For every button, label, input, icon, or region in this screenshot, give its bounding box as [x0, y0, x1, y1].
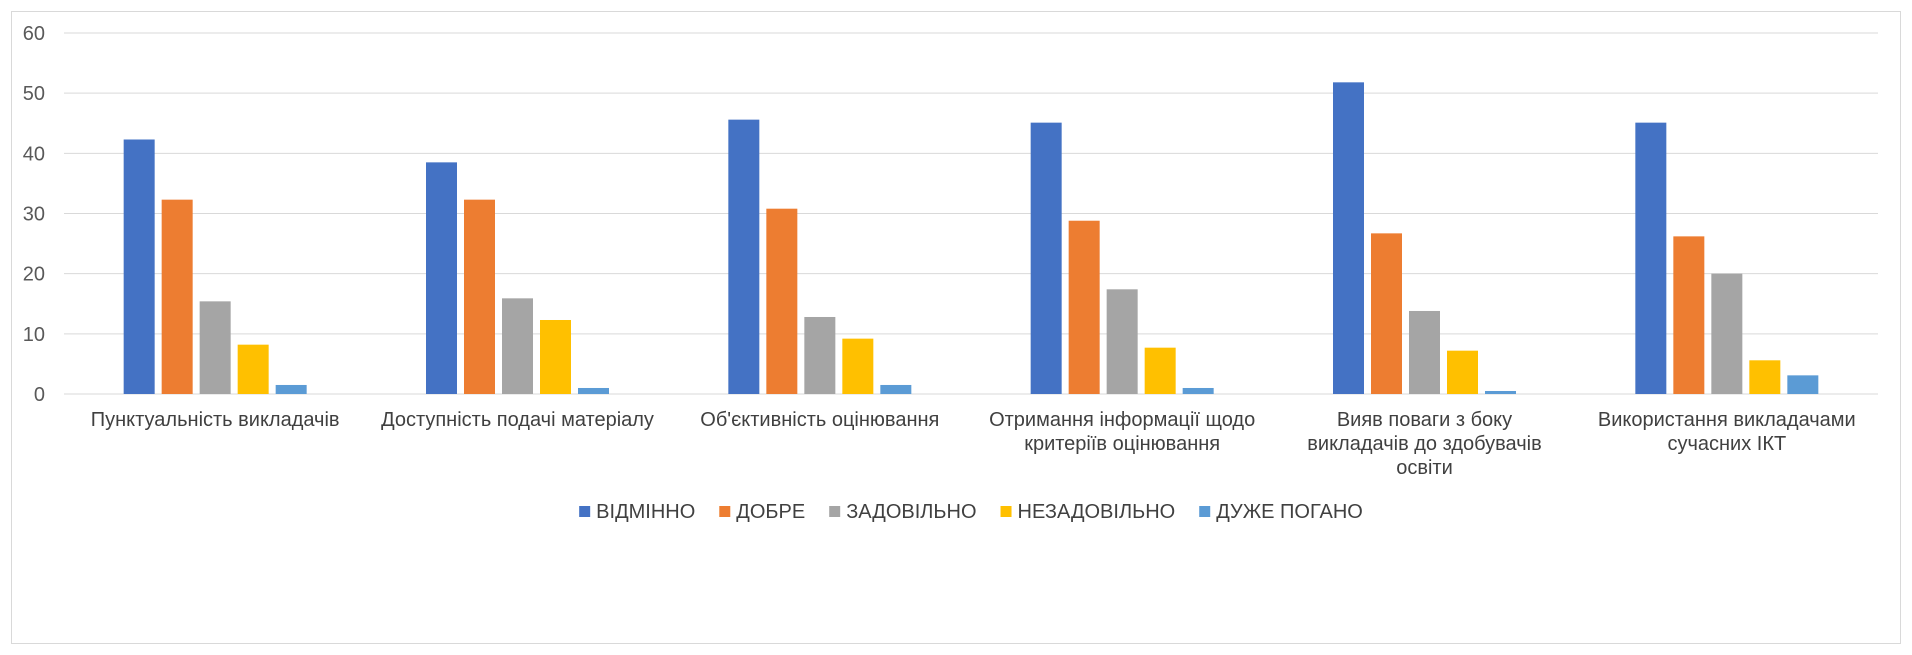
x-tick-label: викладачів до здобувачів — [1307, 433, 1541, 455]
bar — [1030, 122, 1062, 395]
bar — [1749, 360, 1781, 394]
bar — [1106, 289, 1138, 394]
x-tick-label: Доступність подачі матеріалу — [381, 409, 654, 431]
y-tick-label: 10 — [23, 324, 45, 346]
bar — [1371, 233, 1402, 394]
y-tick-label: 0 — [34, 384, 45, 406]
legend-label: ВІДМІННО — [596, 501, 695, 523]
bar — [1409, 310, 1440, 394]
legend: ВІДМІННО ДОБРЕ ЗАДОВІЛЬНО НЕЗАДОВІЛЬНО ДУЖЕ … — [579, 501, 1363, 523]
bar — [1635, 122, 1667, 395]
x-tick-label: Вияв поваги з боку — [1337, 409, 1512, 431]
bar — [1333, 82, 1364, 394]
x-tick-label: критеріїв оцінювання — [1024, 433, 1220, 455]
bar — [766, 208, 798, 394]
bar — [1182, 387, 1214, 394]
bar — [161, 199, 193, 394]
bar — [540, 319, 571, 394]
bar — [464, 199, 495, 394]
bar — [1485, 390, 1516, 394]
bar — [728, 119, 760, 394]
legend-swatch — [579, 506, 591, 517]
bar — [1711, 273, 1743, 394]
bar — [237, 344, 269, 394]
bar — [1068, 220, 1100, 394]
legend-swatch — [829, 506, 841, 517]
y-tick-label: 40 — [23, 143, 45, 165]
bar — [578, 387, 609, 394]
x-tick-label: Використання викладачами — [1598, 409, 1856, 431]
bar — [1447, 350, 1478, 394]
y-tick-label: 50 — [23, 83, 45, 105]
y-tick-label: 60 — [23, 23, 45, 45]
bar — [123, 139, 155, 394]
legend-label: ДОБРЕ — [736, 501, 805, 523]
bar — [842, 338, 874, 394]
bar — [1787, 375, 1819, 394]
bar — [502, 298, 533, 394]
x-tick-label: Об'єктивність оцінювання — [700, 409, 939, 431]
bar — [880, 384, 912, 394]
legend-swatch — [719, 506, 731, 517]
x-tick-label: Пунктуальність викладачів — [91, 409, 340, 431]
bar — [199, 301, 231, 394]
chart-area: 0 10 20 30 40 50 60 Пунктуальність викладачів Д… — [11, 11, 1901, 644]
legend-swatch — [1000, 506, 1012, 517]
x-tick-label: сучасних ІКТ — [1667, 433, 1786, 455]
bar — [426, 162, 457, 394]
gridlines — [64, 32, 1878, 395]
y-axis-tick-labels: 0 10 20 30 40 50 60 — [23, 23, 45, 406]
y-tick-label: 30 — [23, 204, 45, 226]
bar — [804, 316, 836, 394]
category-labels: Пунктуальність викладачів Доступність под… — [91, 409, 1856, 479]
y-tick-label: 20 — [23, 264, 45, 286]
bar-chart: 0 10 20 30 40 50 60 Пунктуальність викладачів Д… — [23, 23, 1878, 523]
legend-swatch — [1199, 506, 1211, 517]
x-tick-label: освіти — [1396, 457, 1453, 479]
bar — [1144, 347, 1176, 394]
x-tick-label: Отримання інформації щодо — [989, 409, 1255, 431]
legend-label: ДУЖЕ ПОГАНО — [1216, 501, 1363, 523]
legend-label: ЗАДОВІЛЬНО — [846, 501, 976, 523]
bars — [123, 82, 1819, 395]
legend-label: НЕЗАДОВІЛЬНО — [1018, 501, 1176, 523]
bar — [275, 384, 307, 394]
bar — [1673, 236, 1705, 394]
